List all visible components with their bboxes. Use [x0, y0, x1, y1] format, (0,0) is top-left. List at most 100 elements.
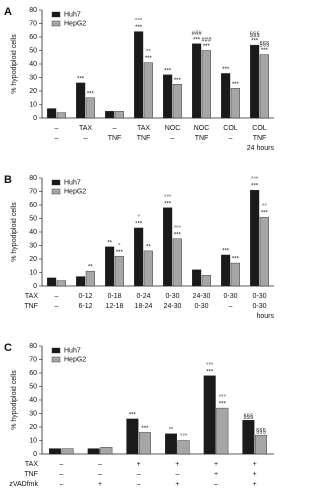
row-name: TAX	[25, 293, 38, 300]
condition-label: COL	[223, 125, 238, 132]
row-name: TNF	[24, 471, 38, 478]
legend-label: HepG2	[64, 356, 86, 363]
bar	[126, 418, 139, 455]
significance-label: ***	[222, 249, 230, 255]
bar	[259, 54, 269, 119]
bar	[87, 448, 100, 455]
panel-letter: C	[4, 342, 12, 354]
condition-label: NOC	[165, 125, 181, 132]
row-name: zVADfmk	[9, 481, 38, 488]
condition-label: –	[229, 303, 233, 310]
significance-label: ***	[206, 369, 214, 375]
significance-label: ***	[251, 184, 259, 190]
bar	[134, 31, 144, 119]
bar	[192, 43, 202, 119]
condition-label: +	[98, 481, 102, 488]
y-axis-label: % hypodiploid cells	[11, 34, 18, 94]
bar	[165, 433, 178, 455]
y-tick-label: 70	[29, 20, 37, 27]
y-tick-label: 30	[29, 242, 37, 249]
condition-label: 6-12	[78, 303, 92, 310]
significance-label: ***	[251, 39, 259, 45]
bar	[250, 189, 260, 287]
significance-label: °°°	[251, 177, 259, 183]
significance-label: ***	[261, 48, 269, 54]
condition-label: TNF	[195, 135, 209, 142]
significance-label: ***	[174, 232, 182, 238]
condition-label: +	[175, 481, 179, 488]
condition-label: +	[137, 461, 141, 468]
y-tick-label: 40	[29, 229, 37, 236]
significance-label: ***	[135, 25, 143, 31]
unit-label: hours	[256, 313, 274, 320]
significance-label: °°	[169, 427, 174, 433]
bar	[203, 375, 216, 455]
y-axis-label: % hypodiploid cells	[11, 202, 18, 262]
bar	[134, 227, 144, 287]
significance-label: °°°	[180, 434, 188, 440]
y-tick-label: 50	[29, 47, 37, 54]
y-tick-label: 80	[29, 343, 37, 350]
significance-label: °°°	[135, 19, 143, 25]
condition-label: 0-18	[107, 293, 121, 300]
condition-label: NOC	[194, 125, 210, 132]
bar	[201, 275, 211, 287]
condition-label: –	[113, 125, 117, 132]
legend-swatch	[51, 20, 61, 27]
y-tick-label: 80	[29, 7, 37, 14]
legend-swatch	[51, 347, 61, 354]
bar	[76, 82, 86, 119]
significance-label: ***	[232, 82, 240, 88]
significance-label: ***	[77, 76, 85, 82]
significance-label: ***	[203, 44, 211, 50]
bar	[163, 207, 173, 287]
y-tick-label: 60	[29, 34, 37, 41]
condition-label: –	[137, 481, 141, 488]
significance-label: ***	[116, 250, 124, 256]
y-tick-label: 20	[29, 88, 37, 95]
legend-label: Huh7	[64, 11, 81, 18]
significance-label: ***	[219, 402, 227, 408]
y-tick-label: 10	[29, 101, 37, 108]
unit-label: 24 hours	[247, 145, 275, 152]
condition-label: TNF	[137, 135, 151, 142]
condition-label: 0-30	[252, 293, 266, 300]
significance-label: °°°	[206, 363, 214, 369]
condition-label: COL	[252, 125, 267, 132]
legend-label: Huh7	[64, 347, 81, 354]
legend-label: HepG2	[64, 188, 86, 195]
y-tick-label: 40	[29, 61, 37, 68]
significance-label: **	[107, 240, 112, 246]
condition-label: 0-30	[194, 303, 208, 310]
y-tick-label: 0	[33, 283, 37, 290]
significance-label: ***	[232, 257, 240, 263]
bar	[221, 254, 231, 287]
significance-label: §§§	[259, 42, 269, 48]
y-tick-label: 30	[29, 74, 37, 81]
bar	[230, 88, 240, 119]
legend-label: Huh7	[64, 179, 81, 186]
bar	[172, 84, 182, 119]
y-tick-label: 10	[29, 269, 37, 276]
significance-label: §§§	[243, 414, 253, 420]
condition-label: TAX	[137, 125, 150, 132]
row-name: TAX	[25, 461, 38, 468]
condition-label: +	[253, 461, 257, 468]
condition-label: –	[59, 481, 63, 488]
significance-label: °	[118, 243, 121, 249]
condition-label: +	[214, 471, 218, 478]
condition-label: +	[214, 461, 218, 468]
condition-label: 0-30	[165, 293, 179, 300]
significance-label: ###	[192, 31, 203, 37]
bar	[254, 434, 267, 455]
legend-swatch	[51, 11, 61, 18]
condition-label: –	[55, 135, 59, 142]
bar	[143, 250, 153, 287]
significance-label: ***	[164, 68, 172, 74]
bar	[163, 74, 173, 119]
significance-label: ***	[87, 91, 95, 97]
bar	[250, 44, 260, 119]
bar	[114, 256, 124, 287]
condition-label: –	[84, 135, 88, 142]
significance-label: ***	[174, 78, 182, 84]
